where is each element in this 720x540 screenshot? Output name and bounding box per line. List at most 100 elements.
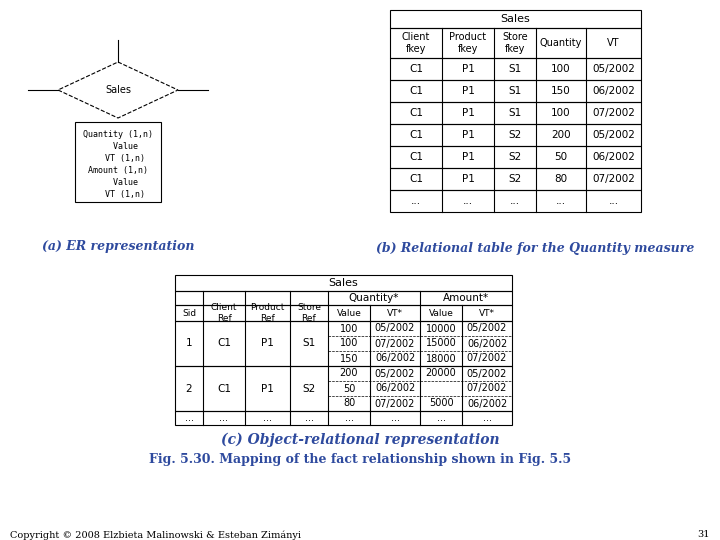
Text: Sales: Sales bbox=[105, 85, 131, 95]
Text: C1: C1 bbox=[409, 130, 423, 140]
Text: 05/2002: 05/2002 bbox=[375, 323, 415, 334]
Text: VT (1,n): VT (1,n) bbox=[91, 190, 145, 199]
Text: ...: ... bbox=[482, 413, 492, 423]
Text: P1: P1 bbox=[462, 152, 474, 162]
Text: Product
fkey: Product fkey bbox=[449, 32, 487, 54]
Text: Value: Value bbox=[428, 308, 454, 318]
Text: 15000: 15000 bbox=[426, 339, 456, 348]
Text: 1: 1 bbox=[186, 339, 192, 348]
Text: 06/2002: 06/2002 bbox=[467, 339, 507, 348]
Text: 07/2002: 07/2002 bbox=[467, 354, 507, 363]
Text: ...: ... bbox=[608, 196, 618, 206]
Text: (c) Object-relational representation: (c) Object-relational representation bbox=[221, 433, 499, 448]
Text: Quantity*: Quantity* bbox=[348, 293, 399, 303]
Text: Value: Value bbox=[98, 178, 138, 187]
Text: Value: Value bbox=[98, 142, 138, 151]
Text: Sid: Sid bbox=[182, 308, 196, 318]
Text: S1: S1 bbox=[508, 64, 521, 74]
Text: Store
Ref: Store Ref bbox=[297, 303, 321, 323]
Text: 80: 80 bbox=[343, 399, 355, 408]
Text: 100: 100 bbox=[340, 339, 358, 348]
Text: 07/2002: 07/2002 bbox=[592, 108, 635, 118]
Text: 18000: 18000 bbox=[426, 354, 456, 363]
Text: P1: P1 bbox=[462, 130, 474, 140]
Text: 07/2002: 07/2002 bbox=[375, 399, 415, 408]
Text: S2: S2 bbox=[508, 174, 521, 184]
Text: VT: VT bbox=[607, 38, 620, 48]
Text: C1: C1 bbox=[409, 64, 423, 74]
Text: 200: 200 bbox=[340, 368, 359, 379]
Text: Value: Value bbox=[336, 308, 361, 318]
Text: S1: S1 bbox=[508, 108, 521, 118]
Text: ...: ... bbox=[411, 196, 421, 206]
Text: C1: C1 bbox=[409, 174, 423, 184]
Text: Fig. 5.30. Mapping of the fact relationship shown in Fig. 5.5: Fig. 5.30. Mapping of the fact relations… bbox=[149, 453, 571, 466]
Text: Store
fkey: Store fkey bbox=[502, 32, 528, 54]
Text: 100: 100 bbox=[340, 323, 358, 334]
Text: Amount*: Amount* bbox=[443, 293, 489, 303]
Text: P1: P1 bbox=[462, 64, 474, 74]
Text: ...: ... bbox=[436, 413, 446, 423]
Text: 05/2002: 05/2002 bbox=[375, 368, 415, 379]
Text: VT (1,n): VT (1,n) bbox=[91, 154, 145, 163]
Text: ...: ... bbox=[220, 413, 228, 423]
Text: C1: C1 bbox=[409, 86, 423, 96]
Text: S1: S1 bbox=[302, 339, 315, 348]
Text: 150: 150 bbox=[340, 354, 359, 363]
Text: 80: 80 bbox=[554, 174, 567, 184]
Text: 20000: 20000 bbox=[426, 368, 456, 379]
Text: ...: ... bbox=[305, 413, 313, 423]
Text: VT*: VT* bbox=[479, 308, 495, 318]
Text: 07/2002: 07/2002 bbox=[375, 339, 415, 348]
Text: P1: P1 bbox=[261, 383, 274, 394]
Text: C1: C1 bbox=[217, 339, 231, 348]
Text: (b) Relational table for the Quantity measure: (b) Relational table for the Quantity me… bbox=[377, 242, 695, 255]
Text: P1: P1 bbox=[462, 108, 474, 118]
Text: ...: ... bbox=[184, 413, 194, 423]
Text: 06/2002: 06/2002 bbox=[592, 152, 635, 162]
Text: 07/2002: 07/2002 bbox=[467, 383, 507, 394]
Text: (a) ER representation: (a) ER representation bbox=[42, 240, 194, 253]
Text: S2: S2 bbox=[508, 152, 521, 162]
Text: 10000: 10000 bbox=[426, 323, 456, 334]
Text: S2: S2 bbox=[302, 383, 315, 394]
Text: 06/2002: 06/2002 bbox=[375, 354, 415, 363]
Text: 100: 100 bbox=[552, 108, 571, 118]
Text: C1: C1 bbox=[409, 152, 423, 162]
Text: 06/2002: 06/2002 bbox=[592, 86, 635, 96]
Text: Quantity: Quantity bbox=[540, 38, 582, 48]
Text: VT*: VT* bbox=[387, 308, 403, 318]
Text: 07/2002: 07/2002 bbox=[592, 174, 635, 184]
Text: 200: 200 bbox=[552, 130, 571, 140]
Text: ...: ... bbox=[556, 196, 566, 206]
Text: P1: P1 bbox=[261, 339, 274, 348]
Text: 31: 31 bbox=[698, 530, 710, 539]
Text: P1: P1 bbox=[462, 86, 474, 96]
Text: Copyright © 2008 Elzbieta Malinowski & Esteban Zimányi: Copyright © 2008 Elzbieta Malinowski & E… bbox=[10, 530, 301, 539]
Text: Quantity (1,n): Quantity (1,n) bbox=[83, 130, 153, 139]
Text: Product
Ref: Product Ref bbox=[251, 303, 284, 323]
Text: S2: S2 bbox=[508, 130, 521, 140]
Text: ...: ... bbox=[390, 413, 400, 423]
Text: 06/2002: 06/2002 bbox=[375, 383, 415, 394]
Text: Amount (1,n): Amount (1,n) bbox=[88, 166, 148, 175]
Text: S1: S1 bbox=[508, 86, 521, 96]
Text: ...: ... bbox=[510, 196, 520, 206]
Text: 150: 150 bbox=[551, 86, 571, 96]
Text: 05/2002: 05/2002 bbox=[467, 368, 507, 379]
Text: P1: P1 bbox=[462, 174, 474, 184]
Text: Sales: Sales bbox=[328, 278, 359, 288]
Text: 50: 50 bbox=[343, 383, 355, 394]
Text: 5000: 5000 bbox=[428, 399, 454, 408]
Text: 05/2002: 05/2002 bbox=[592, 64, 635, 74]
Text: Client
fkey: Client fkey bbox=[402, 32, 430, 54]
Text: 2: 2 bbox=[186, 383, 192, 394]
Text: ...: ... bbox=[463, 196, 473, 206]
Text: 05/2002: 05/2002 bbox=[592, 130, 635, 140]
Text: ...: ... bbox=[344, 413, 354, 423]
Text: Client
Ref: Client Ref bbox=[211, 303, 238, 323]
Text: 05/2002: 05/2002 bbox=[467, 323, 507, 334]
Text: C1: C1 bbox=[409, 108, 423, 118]
Text: Sales: Sales bbox=[500, 14, 531, 24]
Text: 100: 100 bbox=[552, 64, 571, 74]
